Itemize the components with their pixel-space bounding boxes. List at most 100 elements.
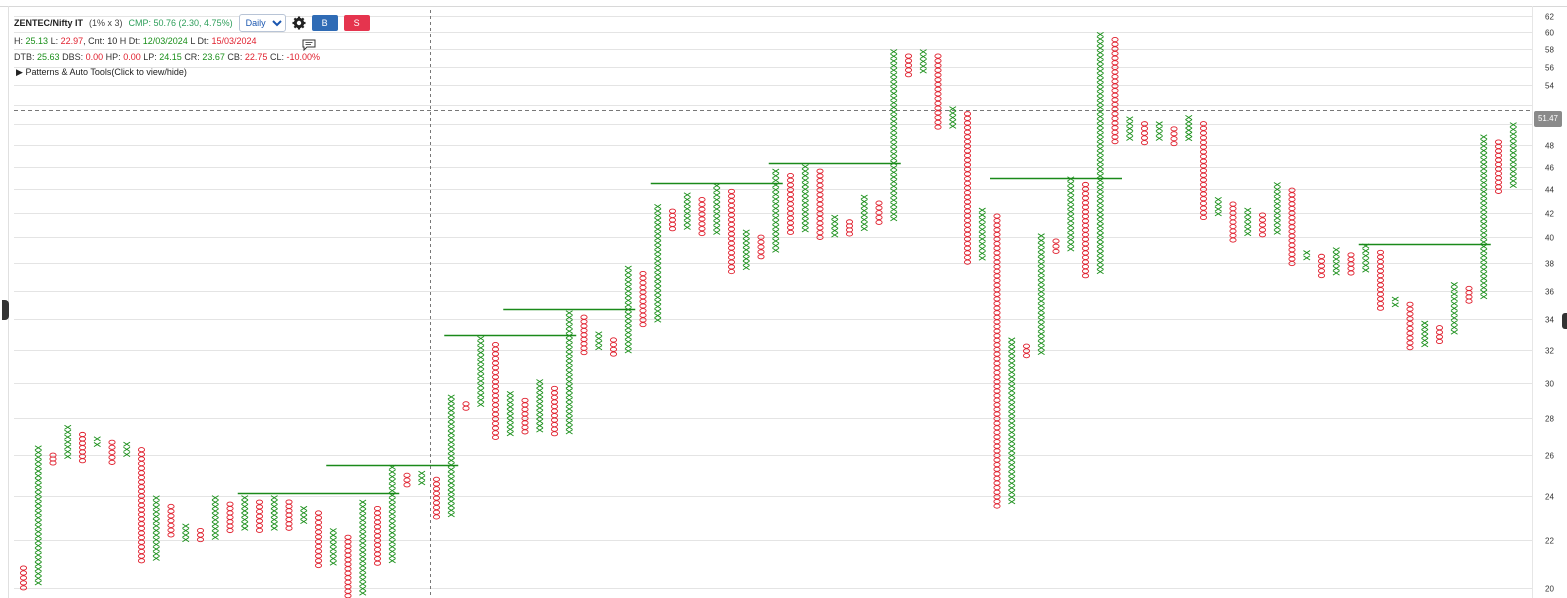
gear-icon[interactable] bbox=[292, 16, 306, 30]
o-box bbox=[993, 370, 1001, 376]
x-box bbox=[477, 335, 485, 341]
x-column bbox=[34, 445, 42, 586]
o-column bbox=[78, 431, 87, 464]
o-box bbox=[344, 575, 352, 581]
x-box bbox=[565, 429, 573, 435]
o-box bbox=[1199, 214, 1208, 221]
x-box bbox=[1480, 248, 1488, 254]
o-column bbox=[1199, 121, 1208, 221]
x-box bbox=[713, 220, 721, 226]
x-box bbox=[772, 238, 780, 244]
o-box bbox=[845, 231, 854, 237]
x-box bbox=[683, 201, 691, 207]
o-box bbox=[1376, 282, 1385, 288]
x-box bbox=[801, 186, 809, 192]
buy-button[interactable]: B bbox=[311, 15, 338, 31]
y-tick-label: 34 bbox=[1545, 316, 1554, 325]
x-box bbox=[772, 173, 780, 179]
o-column bbox=[314, 510, 323, 569]
x-box bbox=[595, 335, 603, 341]
sell-button[interactable]: S bbox=[343, 15, 370, 31]
x-box bbox=[34, 519, 42, 525]
o-box bbox=[786, 182, 795, 188]
x-box bbox=[1480, 202, 1488, 208]
o-box bbox=[727, 212, 736, 218]
hp-value: 0.00 bbox=[123, 52, 141, 62]
comment-icon[interactable] bbox=[302, 38, 316, 52]
x-column bbox=[949, 106, 957, 129]
x-box bbox=[890, 155, 898, 161]
x-box bbox=[654, 254, 662, 259]
o-box bbox=[609, 342, 618, 348]
o-box bbox=[845, 223, 854, 229]
x-box bbox=[34, 552, 42, 558]
left-panel-handle[interactable] bbox=[2, 300, 9, 320]
o-box bbox=[698, 226, 706, 232]
o-box bbox=[550, 431, 559, 437]
right-panel-handle[interactable] bbox=[1562, 313, 1567, 329]
o-box bbox=[1494, 157, 1503, 163]
o-box bbox=[1406, 301, 1414, 307]
o-box bbox=[344, 593, 352, 598]
y-tick-label: 58 bbox=[1545, 46, 1554, 55]
o-box bbox=[1258, 212, 1267, 218]
o-box bbox=[639, 308, 647, 314]
o-box bbox=[963, 213, 972, 219]
o-box bbox=[786, 177, 795, 183]
x-box bbox=[211, 512, 219, 518]
x-box bbox=[536, 427, 544, 433]
o-box bbox=[255, 518, 264, 524]
x-box bbox=[1509, 136, 1517, 142]
x-box bbox=[890, 216, 898, 222]
x-box bbox=[772, 215, 780, 221]
x-box bbox=[1008, 374, 1016, 380]
x-box bbox=[1480, 161, 1488, 167]
x-box bbox=[1008, 379, 1016, 385]
o-box bbox=[491, 369, 500, 375]
x-box bbox=[1067, 185, 1075, 191]
o-box bbox=[727, 264, 736, 270]
o-box bbox=[963, 162, 972, 168]
o-box bbox=[78, 453, 87, 459]
o-box bbox=[1170, 136, 1178, 142]
o-box bbox=[1199, 191, 1208, 197]
x-box bbox=[34, 547, 42, 553]
o-box bbox=[934, 115, 942, 121]
x-box bbox=[772, 191, 780, 197]
x-box bbox=[1096, 164, 1104, 170]
x-box bbox=[1067, 181, 1075, 187]
o-box bbox=[403, 477, 411, 483]
x-box bbox=[831, 232, 839, 238]
x-box bbox=[890, 81, 898, 87]
o-box bbox=[255, 527, 264, 533]
x-column bbox=[801, 164, 809, 233]
x-box bbox=[1509, 150, 1517, 156]
x-box bbox=[1037, 350, 1045, 355]
x-box bbox=[565, 356, 573, 362]
o-box bbox=[875, 210, 883, 216]
o-box bbox=[698, 211, 706, 217]
o-box bbox=[1081, 181, 1090, 188]
x-box bbox=[1096, 59, 1104, 65]
x-box bbox=[654, 231, 662, 237]
x-box bbox=[890, 165, 898, 171]
x-box bbox=[565, 365, 573, 371]
x-box bbox=[1273, 229, 1281, 235]
x-box bbox=[34, 543, 42, 549]
o-box bbox=[1199, 125, 1208, 131]
o-box bbox=[1081, 250, 1090, 256]
o-box bbox=[993, 333, 1001, 339]
o-box bbox=[137, 516, 146, 522]
x-box bbox=[359, 577, 367, 582]
o-box bbox=[1111, 129, 1119, 135]
o-box bbox=[344, 570, 352, 576]
patterns-toggle[interactable]: ▶ Patterns & Auto Tools(Click to view/hi… bbox=[16, 67, 187, 78]
interval-select[interactable]: Daily bbox=[238, 14, 286, 32]
o-box bbox=[639, 312, 647, 318]
x-box bbox=[1480, 189, 1488, 195]
o-box bbox=[137, 488, 146, 494]
o-box bbox=[1494, 184, 1503, 190]
x-box bbox=[447, 480, 455, 486]
